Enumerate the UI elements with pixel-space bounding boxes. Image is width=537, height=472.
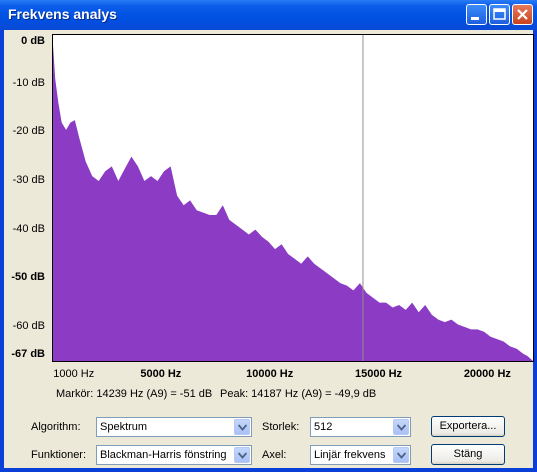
functions-label: Funktioner: bbox=[31, 449, 87, 461]
y-tick-label: -60 dB bbox=[12, 319, 45, 332]
spectrum-svg bbox=[53, 35, 533, 361]
size-value: 512 bbox=[314, 421, 333, 433]
close-icon bbox=[517, 9, 528, 20]
functions-select[interactable]: Blackman-Harris fönstring bbox=[96, 445, 252, 465]
functions-value: Blackman-Harris fönstring bbox=[100, 449, 227, 461]
chevron-down-icon[interactable] bbox=[393, 419, 409, 435]
minimize-icon bbox=[471, 17, 479, 20]
algorithm-value: Spektrum bbox=[100, 421, 148, 433]
x-tick-label: 5000 Hz bbox=[140, 368, 182, 380]
x-tick-label: 20000 Hz bbox=[463, 368, 511, 380]
chevron-down-icon[interactable] bbox=[393, 447, 409, 463]
algorithm-select[interactable]: Spektrum bbox=[96, 417, 252, 437]
size-label: Storlek: bbox=[262, 421, 300, 433]
algorithm-label: Algorithm: bbox=[31, 421, 81, 433]
peak-readout: Peak: 14187 Hz (A9) = -49,9 dB bbox=[220, 388, 377, 400]
size-select[interactable]: 512 bbox=[310, 417, 411, 437]
spectrum-area bbox=[53, 44, 533, 361]
window-title: Frekvens analys bbox=[8, 6, 117, 22]
maximize-button[interactable] bbox=[489, 4, 510, 25]
spectrum-plot[interactable] bbox=[52, 34, 534, 362]
close-button[interactable]: Stäng bbox=[431, 444, 505, 465]
chevron-down-icon[interactable] bbox=[234, 419, 250, 435]
y-tick-label: 0 dB bbox=[21, 35, 45, 47]
x-tick-label: 1000 Hz bbox=[53, 368, 95, 380]
axis-label: Axel: bbox=[262, 449, 287, 461]
y-tick-label: -10 dB bbox=[12, 76, 45, 89]
y-tick-label: -20 dB bbox=[12, 125, 45, 138]
marker-readout: Markör: 14239 Hz (A9) = -51 dB bbox=[56, 388, 213, 400]
dialog-content: 0 dB -10 dB -20 dB -30 dB -40 dB -50 dB -60 dB… bbox=[4, 30, 534, 468]
title-bar[interactable]: Frekvens analys bbox=[0, 0, 537, 30]
close-window-button[interactable] bbox=[512, 4, 533, 25]
x-tick-label: 15000 Hz bbox=[354, 368, 403, 380]
minimize-button[interactable] bbox=[466, 4, 487, 25]
maximize-icon bbox=[493, 8, 506, 20]
export-button[interactable]: Exportera... bbox=[431, 416, 505, 437]
y-tick-label: -40 dB bbox=[12, 222, 45, 235]
y-tick-label: -30 dB bbox=[12, 173, 45, 186]
chevron-down-icon[interactable] bbox=[234, 447, 250, 463]
axis-value: Linjär frekvens bbox=[314, 449, 386, 461]
y-tick-label: -67 dB bbox=[11, 348, 45, 360]
y-tick-label: -50 dB bbox=[11, 271, 45, 284]
axis-select[interactable]: Linjär frekvens bbox=[310, 445, 411, 465]
x-tick-label: 10000 Hz bbox=[246, 368, 294, 380]
